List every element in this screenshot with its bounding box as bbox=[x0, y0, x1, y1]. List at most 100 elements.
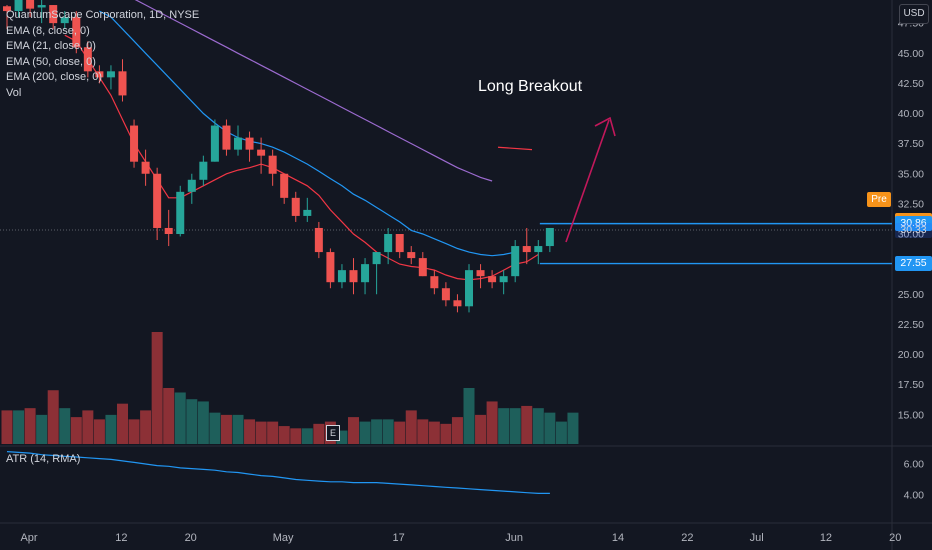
price-tick-label: 32.50 bbox=[898, 198, 924, 210]
candle-body bbox=[222, 125, 231, 150]
price-tick-label: 45.00 bbox=[898, 48, 924, 60]
time-tick-label: 20 bbox=[889, 532, 901, 544]
candle-body bbox=[361, 264, 370, 283]
candle-body bbox=[245, 137, 254, 150]
volume-bar bbox=[151, 332, 163, 444]
time-tick-label: 12 bbox=[115, 532, 127, 544]
atr-tick-label: 6.00 bbox=[904, 459, 925, 471]
volume-bar bbox=[128, 419, 140, 444]
candle-body bbox=[60, 17, 69, 24]
candle-body bbox=[430, 276, 439, 289]
volume-bar bbox=[336, 430, 348, 444]
breakout-arrow-line bbox=[565, 119, 610, 243]
candle-body bbox=[14, 0, 23, 12]
candle-body bbox=[441, 288, 450, 301]
volume-bar bbox=[532, 408, 544, 444]
candle-body bbox=[268, 155, 277, 174]
price-tick-label: 35.00 bbox=[898, 168, 924, 180]
legend-ema50[interactable]: EMA (50, close, 0) bbox=[6, 55, 96, 68]
breakout-arrow-head bbox=[594, 116, 616, 137]
candle-body bbox=[257, 149, 266, 156]
time-tick-label: 17 bbox=[392, 532, 404, 544]
candle-body bbox=[488, 276, 497, 283]
ema200-line bbox=[134, 0, 493, 182]
volume-bar bbox=[290, 428, 302, 444]
price-tick-label: 15.00 bbox=[898, 409, 924, 421]
candle-body bbox=[72, 17, 81, 48]
volume-bar bbox=[301, 428, 313, 444]
volume-bar bbox=[521, 405, 533, 444]
candle-body bbox=[384, 234, 393, 253]
volume-bar bbox=[24, 408, 36, 444]
atr-legend[interactable]: ATR (14, RMA) bbox=[6, 453, 81, 465]
volume-bar bbox=[220, 414, 232, 444]
time-tick-label: 20 bbox=[185, 532, 197, 544]
volume-bar bbox=[1, 410, 13, 444]
candle-body bbox=[418, 258, 427, 277]
volume-bar bbox=[451, 417, 463, 444]
volume-bar bbox=[394, 421, 406, 444]
volume-bar bbox=[428, 421, 440, 444]
candle-body bbox=[199, 161, 208, 180]
candle-body bbox=[314, 227, 323, 253]
candle-body bbox=[141, 161, 150, 174]
breakout-annotation[interactable]: Long Breakout bbox=[478, 78, 583, 95]
volume-bar bbox=[348, 417, 359, 444]
volume-bar bbox=[244, 419, 256, 444]
legend-ema21[interactable]: EMA (21, close, 0) bbox=[6, 40, 96, 52]
volume-bar bbox=[82, 410, 94, 444]
price-tick-label: 20.00 bbox=[898, 349, 924, 361]
candle-body bbox=[118, 71, 127, 96]
candle-body bbox=[106, 71, 115, 78]
candle-body bbox=[95, 71, 104, 78]
candle-body bbox=[326, 252, 335, 283]
volume-bar bbox=[359, 421, 371, 444]
candle-body bbox=[83, 47, 92, 72]
volume-bar bbox=[36, 414, 48, 444]
symbol-title[interactable]: QuantumScape Corporation, 1D, NYSE bbox=[6, 9, 200, 21]
candle-body bbox=[337, 270, 346, 283]
candle-body bbox=[453, 300, 462, 307]
volume-bar bbox=[567, 412, 579, 444]
atr-line bbox=[6, 451, 550, 494]
currency-button[interactable]: USD bbox=[899, 4, 929, 24]
volume-bar bbox=[105, 414, 117, 444]
price-axis-label: 30.86 bbox=[895, 216, 932, 232]
volume-bar bbox=[371, 419, 383, 444]
volume-bar bbox=[70, 417, 82, 444]
volume-bar bbox=[186, 399, 198, 444]
candle-body bbox=[164, 227, 173, 234]
candle-body bbox=[372, 252, 381, 265]
legend-ema8[interactable]: EMA (8, close, 0) bbox=[6, 24, 90, 37]
candle-body bbox=[511, 246, 520, 277]
volume-bar bbox=[509, 408, 521, 444]
candle-body bbox=[210, 125, 219, 162]
volume-bar bbox=[59, 408, 71, 444]
candle-body bbox=[476, 270, 485, 277]
legend-ema200[interactable]: EMA (200, close, 0) bbox=[6, 71, 102, 83]
ema8-line bbox=[64, 34, 539, 281]
volume-bar bbox=[197, 401, 209, 444]
earnings-icon[interactable]: E bbox=[326, 425, 340, 441]
volume-bar bbox=[486, 401, 498, 444]
ema21-line bbox=[99, 10, 516, 257]
candle-body bbox=[349, 270, 358, 283]
red-trend-segment bbox=[497, 146, 533, 151]
candle-body bbox=[280, 173, 289, 198]
time-tick-label: 14 bbox=[612, 532, 624, 544]
price-tick-label: 30.00 bbox=[898, 229, 924, 241]
price-tick-label: 22.50 bbox=[898, 319, 924, 331]
legend-volume[interactable]: Vol bbox=[6, 86, 22, 99]
price-axis-label: 30.33 bbox=[895, 222, 932, 238]
candle-body bbox=[26, 0, 35, 9]
time-tick-label: May bbox=[273, 532, 294, 544]
volume-bar bbox=[417, 419, 429, 444]
time-tick-label: 12 bbox=[820, 532, 832, 544]
candle-body bbox=[176, 191, 185, 234]
volume-bar bbox=[232, 414, 244, 444]
time-tick-label: Jul bbox=[750, 532, 764, 544]
candle-body bbox=[291, 197, 300, 216]
volume-bar bbox=[382, 419, 394, 444]
candle-body bbox=[303, 209, 312, 216]
